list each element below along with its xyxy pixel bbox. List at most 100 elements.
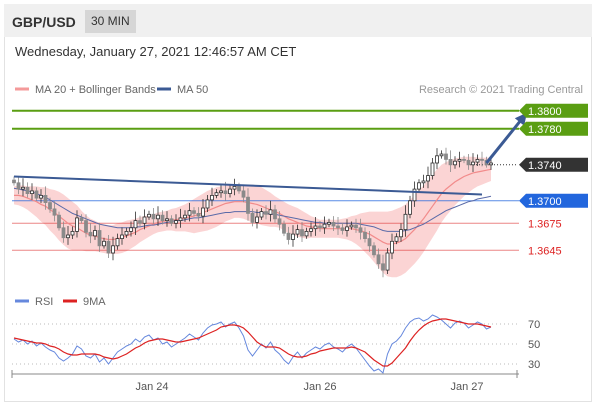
candle-body (354, 224, 358, 229)
candle-body (205, 199, 210, 209)
candle (367, 230, 372, 252)
candle-body (120, 234, 124, 239)
candle-body (444, 153, 448, 160)
candle (336, 217, 340, 235)
candle-body (309, 228, 313, 232)
chart-frame (4, 37, 592, 402)
candle (313, 217, 318, 236)
candle (250, 208, 255, 227)
candle (192, 207, 196, 217)
candle-body (340, 227, 345, 231)
candle (66, 226, 70, 245)
candle-body (21, 186, 25, 190)
candle (277, 211, 282, 231)
candle (340, 222, 345, 235)
candle (106, 235, 111, 259)
candle (124, 227, 129, 238)
candle-body (439, 153, 444, 157)
x-tick-label: Jan 27 (450, 381, 483, 393)
candle (174, 214, 178, 229)
candle (93, 225, 97, 240)
candle (435, 148, 439, 170)
timeframe-badge[interactable]: 30 MIN (85, 10, 136, 33)
candle-body (52, 208, 57, 216)
candle (448, 150, 453, 172)
candle (75, 210, 79, 238)
candle-body (61, 227, 66, 239)
candle (210, 187, 214, 207)
candle-body (25, 186, 30, 195)
candle-body (48, 202, 52, 210)
candle (291, 225, 295, 247)
candle-body (84, 220, 88, 233)
candle-body (394, 236, 399, 242)
candle-body (16, 182, 21, 190)
candle (142, 209, 147, 230)
candle-body (363, 231, 367, 240)
resistance-badge-shape (519, 121, 588, 136)
candle (255, 209, 259, 229)
candle (295, 224, 300, 239)
candle-body (322, 223, 327, 229)
candle (201, 199, 205, 224)
candle-body (192, 210, 196, 214)
candle-body (462, 158, 466, 161)
resistance-badge-label: 1.3780 (528, 124, 562, 136)
candle-body (246, 196, 250, 214)
candle-body (390, 240, 394, 254)
rsi-level-label-50: 50 (528, 339, 540, 351)
candle-body (268, 209, 273, 215)
candle (111, 236, 115, 261)
candle (394, 233, 399, 245)
candle (120, 227, 124, 245)
candle (273, 204, 277, 223)
candle-body (264, 211, 268, 215)
candle-body (12, 179, 16, 184)
candle (183, 210, 187, 222)
candle (138, 215, 142, 228)
candle (282, 220, 286, 237)
candle-body (453, 160, 457, 166)
candle-body (124, 230, 129, 236)
candle-body (88, 231, 93, 237)
candle (43, 186, 48, 210)
candle (417, 179, 421, 192)
candle (475, 154, 480, 167)
candle (16, 176, 21, 195)
rsi-ma-line (13, 318, 492, 367)
candle (331, 216, 336, 232)
candle-body (223, 190, 228, 194)
candle-body (430, 162, 435, 177)
candle-body (358, 227, 363, 233)
candle-body (259, 211, 264, 218)
candle (84, 214, 88, 238)
candle-body (372, 245, 376, 256)
candle-body (70, 230, 75, 236)
candle (363, 227, 367, 243)
candle (381, 254, 385, 278)
x-tick-label: Jan 24 (135, 381, 168, 393)
candle-body (457, 158, 462, 162)
ma50-legend-label: MA 50 (177, 84, 208, 96)
candle-body (39, 194, 43, 199)
pivot-badge-3: 1.3700 (519, 193, 588, 208)
candle (300, 221, 304, 243)
rsi-level-label-70: 70 (528, 319, 540, 331)
candle (39, 189, 43, 204)
candle-body (345, 226, 349, 231)
current-badge-2: 1.3740 (519, 157, 588, 172)
candle (30, 183, 34, 200)
current-badge-shape (519, 157, 588, 172)
candle-body (304, 230, 309, 237)
candle-body (115, 238, 120, 247)
candle (57, 211, 61, 231)
candle-body (318, 225, 322, 229)
candle (421, 174, 426, 188)
candle (453, 156, 457, 169)
support-label-4: 1.3675 (528, 218, 562, 230)
candle (129, 221, 133, 237)
candle (399, 223, 403, 242)
pivot-badge-label: 1.3700 (528, 196, 562, 208)
candle-body (133, 220, 138, 229)
candle (12, 176, 16, 186)
